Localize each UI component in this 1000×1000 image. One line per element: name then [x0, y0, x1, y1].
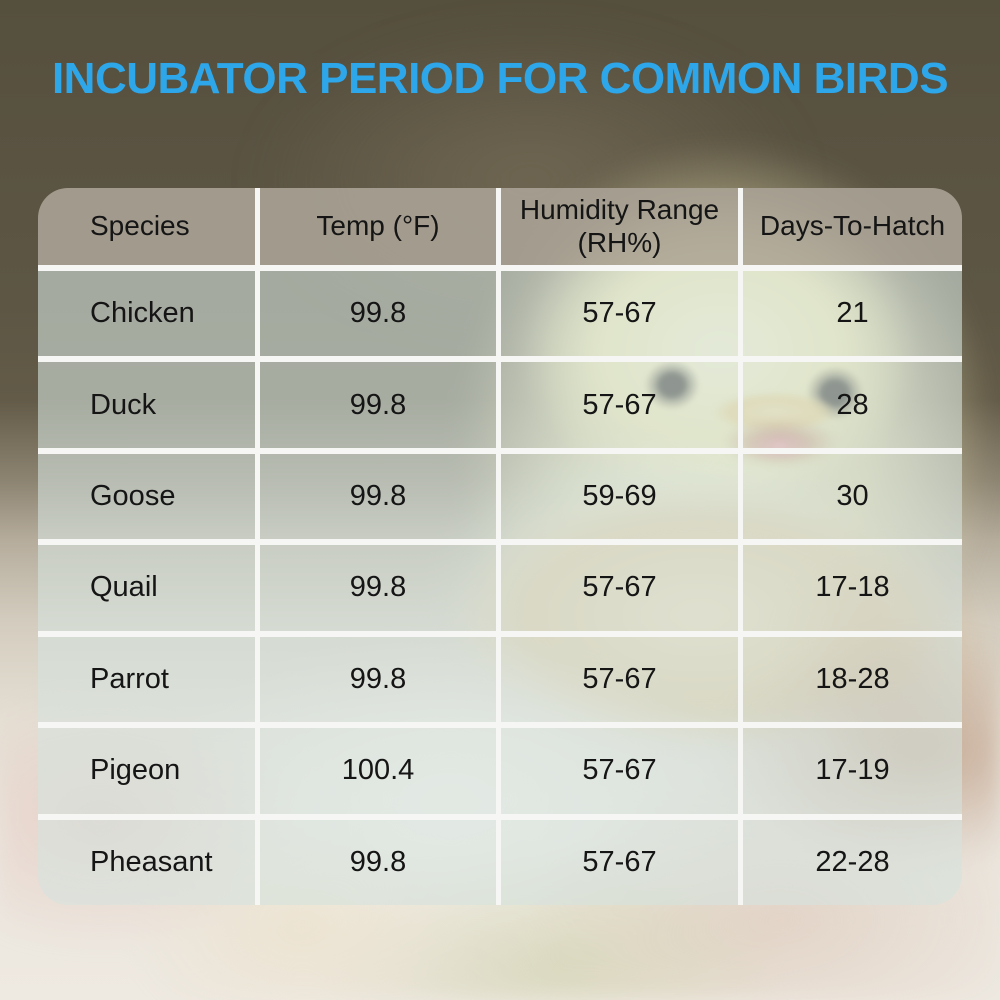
cell-temp: 99.8	[260, 819, 501, 905]
cell-humidity: 57-67	[501, 271, 743, 357]
table-row-quail: Quail 99.8 57-67 17-18	[38, 539, 962, 631]
cell-days: 21	[836, 297, 869, 330]
cell-temp: 99.8	[260, 453, 501, 540]
cell-humidity: 57-67	[501, 819, 743, 905]
incubation-table: Species Temp (°F) Humidity Range (RH%) D…	[38, 188, 962, 905]
header-days-to-hatch: Days-To-Hatch	[759, 210, 946, 242]
cell-days: 30	[836, 480, 869, 513]
cell-humidity: 57-67	[501, 636, 743, 723]
cell-species: Duck	[38, 362, 260, 448]
cell-species: Chicken	[38, 271, 260, 357]
table-row-chicken: Chicken 99.8 57-67 21	[38, 265, 962, 357]
cell-temp: 100.4	[260, 728, 501, 814]
table-row-duck: Duck 99.8 57-67 28	[38, 356, 962, 448]
cell-species: Parrot	[38, 636, 260, 723]
table-row-goose: Goose 99.8 59-69 30	[38, 447, 962, 540]
header-species: Species	[38, 188, 260, 265]
cell-days: 17-18	[815, 571, 890, 604]
cell-days: 28	[836, 388, 869, 421]
cell-days: 18-28	[815, 662, 890, 695]
cell-temp: 99.8	[260, 271, 501, 357]
header-humidity: Humidity Range (RH%)	[501, 188, 743, 265]
cell-species: Goose	[38, 453, 260, 540]
cell-humidity: 57-67	[501, 545, 743, 631]
cell-species: Pheasant	[38, 819, 260, 905]
cell-days: 17-19	[815, 754, 890, 787]
cell-species: Pigeon	[38, 728, 260, 814]
table-header-row: Species Temp (°F) Humidity Range (RH%) D…	[38, 188, 962, 265]
cell-humidity: 57-67	[501, 362, 743, 448]
cell-species: Quail	[38, 545, 260, 631]
cell-temp: 99.8	[260, 362, 501, 448]
cell-temp: 99.8	[260, 636, 501, 723]
cell-humidity: 59-69	[501, 453, 743, 540]
page-title: INCUBATOR PERIOD FOR COMMON BIRDS	[51, 54, 949, 103]
cell-temp: 99.8	[260, 545, 501, 631]
table-row-pheasant: Pheasant 99.8 57-67 22-28	[38, 813, 962, 905]
table-row-pigeon: Pigeon 100.4 57-67 17-19	[38, 722, 962, 814]
header-temp: Temp (°F)	[260, 188, 501, 265]
table-row-parrot: Parrot 99.8 57-67 18-28	[38, 630, 962, 723]
cell-humidity: 57-67	[501, 728, 743, 814]
cell-days: 22-28	[815, 845, 890, 878]
